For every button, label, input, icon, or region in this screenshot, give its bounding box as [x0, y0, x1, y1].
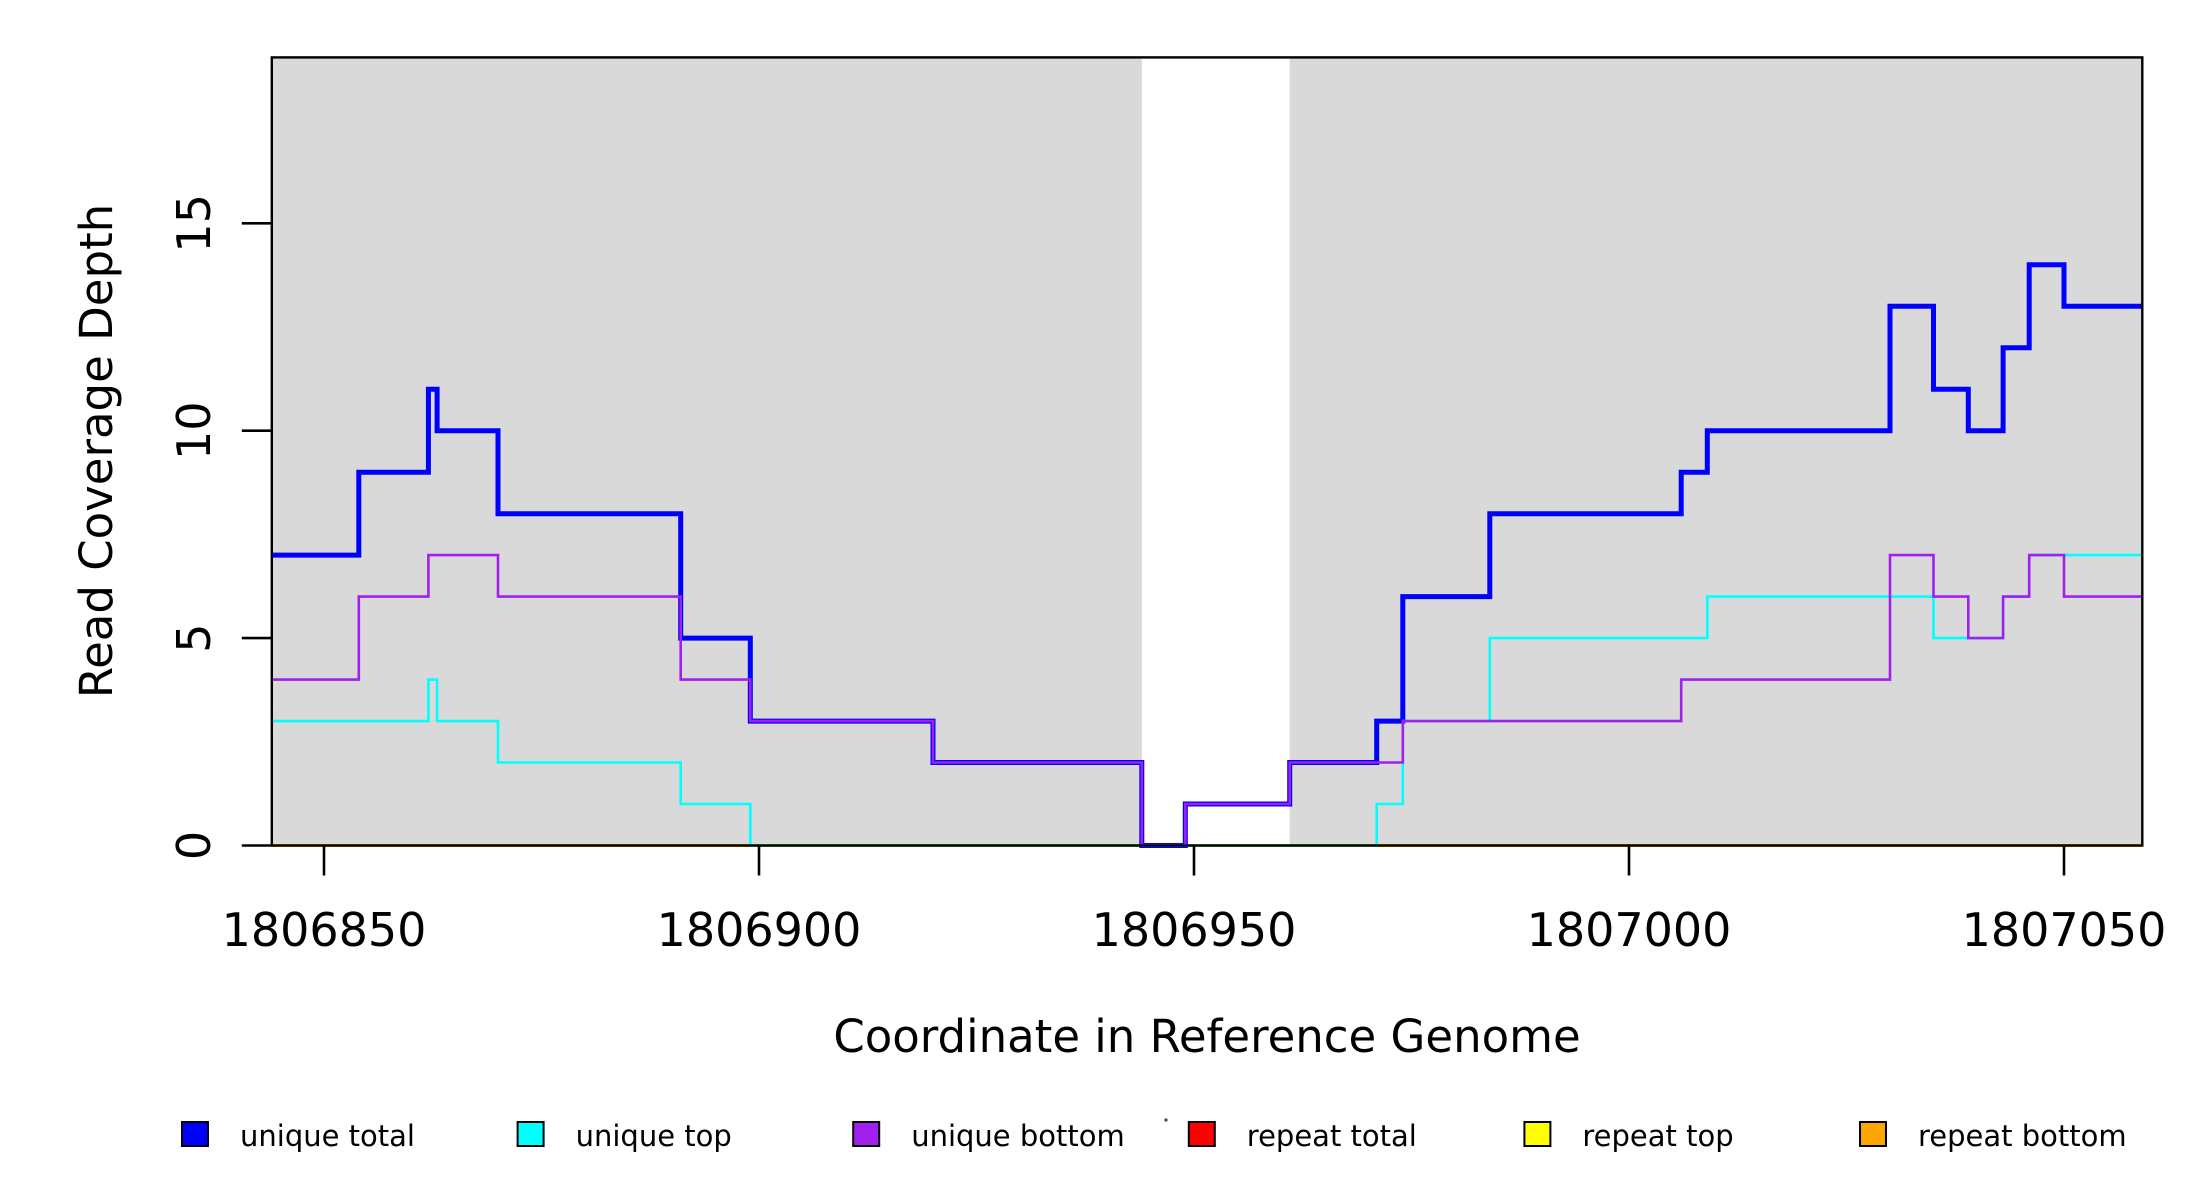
legend-swatch-repeat-bottom — [1859, 1121, 1887, 1147]
x-tick-label: 1806900 — [657, 903, 862, 957]
legend-layer: unique total unique top unique bottom repea… — [181, 1118, 2127, 1153]
legend-label-unique-top: unique top — [576, 1119, 732, 1153]
series-unique-total — [271, 262, 2143, 848]
y-tick-label: 10 — [167, 401, 221, 460]
panel-layer — [271, 57, 2143, 846]
legend-swatch-unique-top — [516, 1121, 545, 1147]
legend-label-unique-total: unique total — [240, 1119, 415, 1153]
y-tick-label: 0 — [167, 831, 221, 860]
shaded-region — [1289, 57, 2143, 846]
stray-dot — [1164, 1118, 1168, 1122]
x-tick-label: 1806850 — [222, 903, 427, 957]
x-tick-label: 1807000 — [1527, 903, 1732, 957]
x-tick-label: 1806950 — [1092, 903, 1297, 957]
legend-swatch-repeat-total — [1187, 1121, 1216, 1147]
legend-swatch-unique-total — [181, 1121, 209, 1147]
shaded-region — [271, 57, 1142, 846]
legend-swatch-repeat-top — [1523, 1121, 1552, 1147]
y-tick-label: 15 — [167, 194, 221, 253]
legend-label-repeat-total: repeat total — [1247, 1119, 1417, 1153]
x-tick-label: 1807050 — [1962, 903, 2167, 957]
y-tick-label: 5 — [167, 623, 221, 652]
legend-label-repeat-top: repeat top — [1582, 1119, 1733, 1153]
axis-layer: 1806850 1806900 1806950 1807000 1807050 0 5 10 1… — [167, 56, 2167, 957]
legend-swatch-unique-bottom — [852, 1121, 881, 1147]
x-axis-title: Coordinate in Reference Genome — [833, 1010, 1580, 1063]
series-unique-bottom — [271, 553, 2143, 847]
plot-box — [270, 56, 2144, 847]
legend-label-repeat-bottom: repeat bottom — [1918, 1119, 2127, 1153]
y-axis-title: Read Coverage Depth — [70, 204, 123, 698]
legend-label-unique-bottom: unique bottom — [911, 1119, 1125, 1153]
